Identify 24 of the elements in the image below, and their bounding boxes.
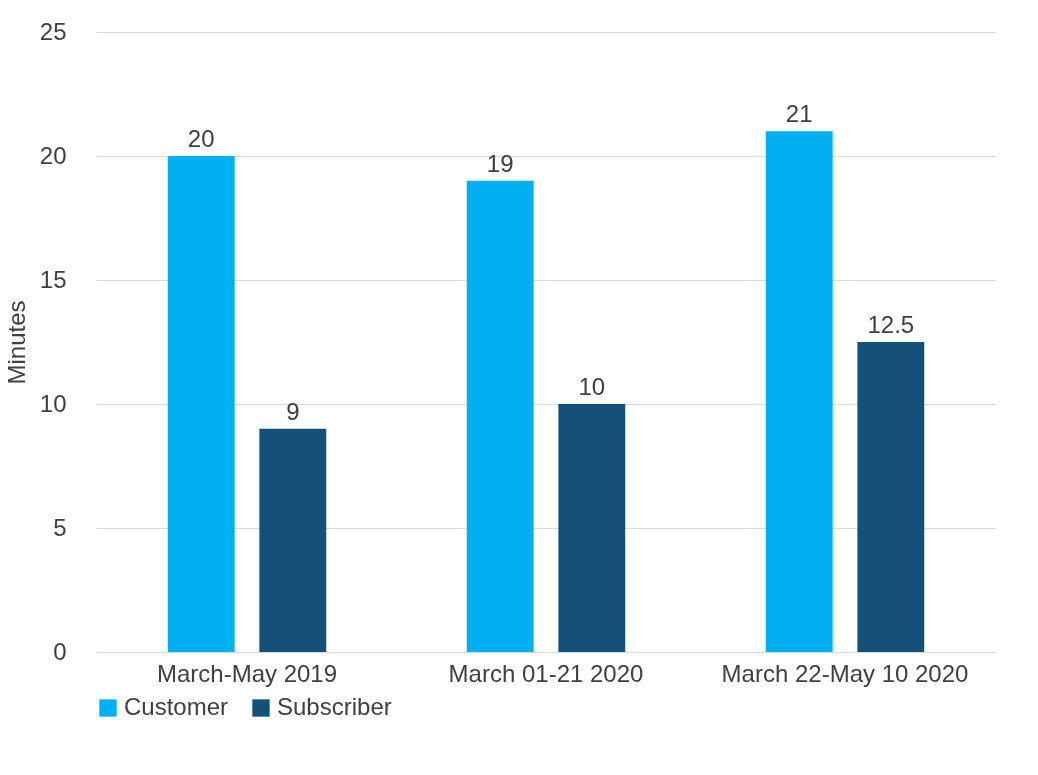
y-tick-label: 15 [39, 265, 67, 293]
data-label: 21 [785, 100, 813, 128]
y-tick-label: 20 [39, 141, 67, 169]
legend-label: Customer [124, 693, 229, 720]
data-label: 9 [286, 397, 300, 425]
y-tick-label: 5 [53, 513, 67, 541]
bar [558, 404, 626, 652]
x-tick-label: March-May 2019 [156, 659, 338, 687]
data-label: 10 [578, 373, 606, 400]
y-axis-title: Minutes [2, 300, 30, 385]
bar [765, 131, 833, 652]
bar [167, 156, 235, 652]
data-label: 20 [187, 125, 215, 152]
x-tick-label: March 01-21 2020 [448, 659, 644, 687]
y-tick-label: 0 [53, 637, 67, 665]
bar [466, 180, 534, 652]
y-tick-label: 25 [39, 17, 67, 45]
y-tick-label: 10 [39, 389, 67, 417]
x-tick-label: March 22-May 10 2020 [721, 659, 969, 687]
bar [259, 428, 327, 652]
data-label: 12.5 [867, 311, 915, 338]
bar [857, 342, 925, 652]
legend-label: Subscriber [277, 693, 392, 720]
data-label: 19 [486, 149, 514, 177]
